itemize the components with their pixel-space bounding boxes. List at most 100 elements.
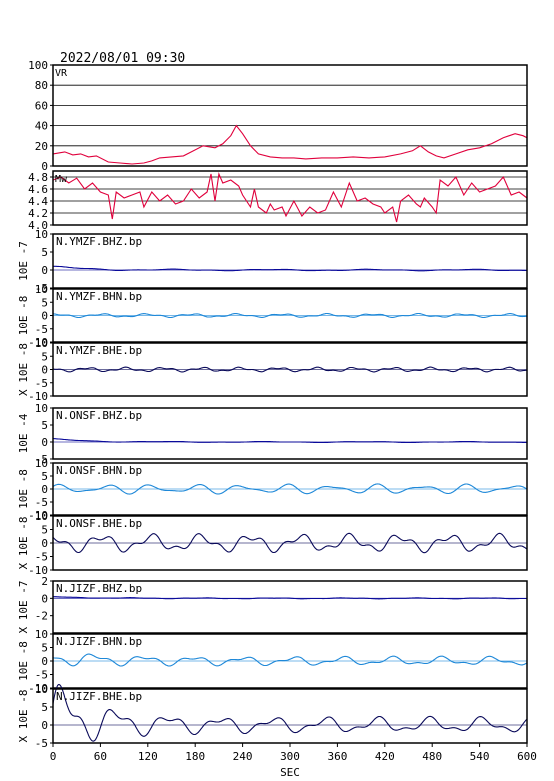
y-tick-label: 10 xyxy=(35,457,48,470)
y-tick-label: 5 xyxy=(41,246,48,259)
y-tick-label: 4.2 xyxy=(28,207,48,220)
exponent-label: 10E -8 xyxy=(17,296,30,336)
series-line xyxy=(52,172,528,223)
exponent-label: X 10E -7 xyxy=(17,581,30,634)
panel-2: -5 0 5 10 N.YMZF.BHZ.bp 10E -7 xyxy=(17,228,528,295)
y-tick-label: 0 xyxy=(41,483,48,496)
x-tick-label: 420 xyxy=(375,750,395,763)
x-axis: 0 60 120 180 240 300 360 420 480 540 600 xyxy=(50,743,537,763)
exponent-label: 10E -7 xyxy=(17,241,30,281)
x-tick-label: 360 xyxy=(327,750,347,763)
y-tick-label: 0 xyxy=(41,592,48,605)
y-tick-label: 4.0 xyxy=(28,219,48,232)
x-tick-label: 480 xyxy=(422,750,442,763)
series-line xyxy=(52,483,528,495)
x-tick-label: 300 xyxy=(280,750,300,763)
exponent-label: X 10E -8 xyxy=(17,690,30,743)
y-tick-label: 0 xyxy=(41,160,48,173)
y-tick-label: 0 xyxy=(41,436,48,449)
exponent-label: 10E -8 xyxy=(17,641,30,681)
y-tick-label: 0 xyxy=(41,364,48,377)
y-tick-label: 2 xyxy=(41,575,48,588)
y-tick-label: 10 xyxy=(35,228,48,241)
y-tick-label: -10 xyxy=(28,682,48,695)
series-line xyxy=(53,438,527,444)
station-label: N.ONSF.BHZ.bp xyxy=(56,409,142,422)
y-tick-label: 10 xyxy=(35,683,48,696)
y-tick-label: 80 xyxy=(35,79,48,92)
station-label: N.ONSF.BHN.bp xyxy=(56,464,142,477)
y-tick-label: 10 xyxy=(35,402,48,415)
y-tick-label: 60 xyxy=(35,99,48,112)
x-tick-label: 600 xyxy=(517,750,537,763)
panel-frame xyxy=(52,407,528,460)
y-tick-label: -5 xyxy=(35,323,48,336)
series-line xyxy=(52,532,528,554)
x-tick-label: 60 xyxy=(94,750,107,763)
station-label: N.JIZF.BHZ.bp xyxy=(56,582,142,595)
y-tick-label: 5 xyxy=(41,642,48,655)
y-tick-label: 4.6 xyxy=(28,183,48,196)
x-tick-label: 240 xyxy=(233,750,253,763)
panel-5: -5 0 5 10 N.ONSF.BHZ.bp 10E -4 xyxy=(17,402,528,466)
panel-8: -2 0 2 N.JIZF.BHZ.bp X 10E -7 xyxy=(17,575,528,634)
y-tick-label: 0 xyxy=(41,264,48,277)
y-tick-label: 5 xyxy=(41,350,48,363)
series-line xyxy=(53,312,528,319)
y-tick-label: -10 xyxy=(28,336,48,349)
panel-frame xyxy=(52,233,528,289)
y-tick-label: -5 xyxy=(35,669,48,682)
y-tick-label: -10 xyxy=(28,390,48,403)
y-tick-label: -5 xyxy=(35,551,48,564)
station-label: N.YMZF.BHE.bp xyxy=(56,344,142,357)
y-tick-label: 5 xyxy=(41,701,48,714)
y-tick-label: 10 xyxy=(35,510,48,523)
series-line xyxy=(52,366,527,373)
series-line xyxy=(53,265,527,272)
y-tick-label: 0 xyxy=(41,537,48,550)
y-tick-label: 10 xyxy=(35,628,48,641)
y-tick-label: 5 xyxy=(41,419,48,432)
panel-frame xyxy=(52,288,528,343)
x-tick-label: 180 xyxy=(185,750,205,763)
y-tick-label: 5 xyxy=(41,296,48,309)
station-label: N.JIZF.BHN.bp xyxy=(56,635,142,648)
exponent-label: 10E -4 xyxy=(17,413,30,453)
exponent-label: X 10E -8 xyxy=(17,343,30,396)
y-tick-label: 40 xyxy=(35,120,48,133)
panel-10: -5 0 5 10 N.JIZF.BHE.bp X 10E -8 xyxy=(17,683,528,750)
y-tick-label: -5 xyxy=(35,377,48,390)
y-tick-label: -5 xyxy=(35,282,48,295)
series-line xyxy=(52,653,528,667)
panel-frame xyxy=(52,580,528,634)
y-tick-label: 0 xyxy=(41,310,48,323)
y-tick-label: 10 xyxy=(35,283,48,296)
y-tick-label: 4.8 xyxy=(28,171,48,184)
series-line xyxy=(52,684,528,742)
y-tick-label: 0 xyxy=(41,719,48,732)
y-tick-label: 0 xyxy=(41,655,48,668)
panel-frame xyxy=(52,342,528,397)
y-tick-label: 4.4 xyxy=(28,195,48,208)
x-tick-label: 540 xyxy=(470,750,490,763)
y-tick-label: -5 xyxy=(35,453,48,466)
panel-frame xyxy=(52,170,528,226)
panel-frame xyxy=(52,64,528,167)
x-tick-label: 0 xyxy=(50,750,57,763)
y-tick-label: 20 xyxy=(35,140,48,153)
station-label: N.JIZF.BHE.bp xyxy=(56,690,142,703)
y-tick-label: 5 xyxy=(41,524,48,537)
y-tick-label: -10 xyxy=(28,509,48,522)
station-label: N.YMZF.BHZ.bp xyxy=(56,235,142,248)
exponent-label: 10E -8 xyxy=(17,469,30,509)
panel-label: VR xyxy=(55,68,68,79)
panel-frame xyxy=(52,462,528,516)
header-timestamp: 2022/08/01 09:30 xyxy=(60,51,185,66)
series-line xyxy=(52,124,528,165)
